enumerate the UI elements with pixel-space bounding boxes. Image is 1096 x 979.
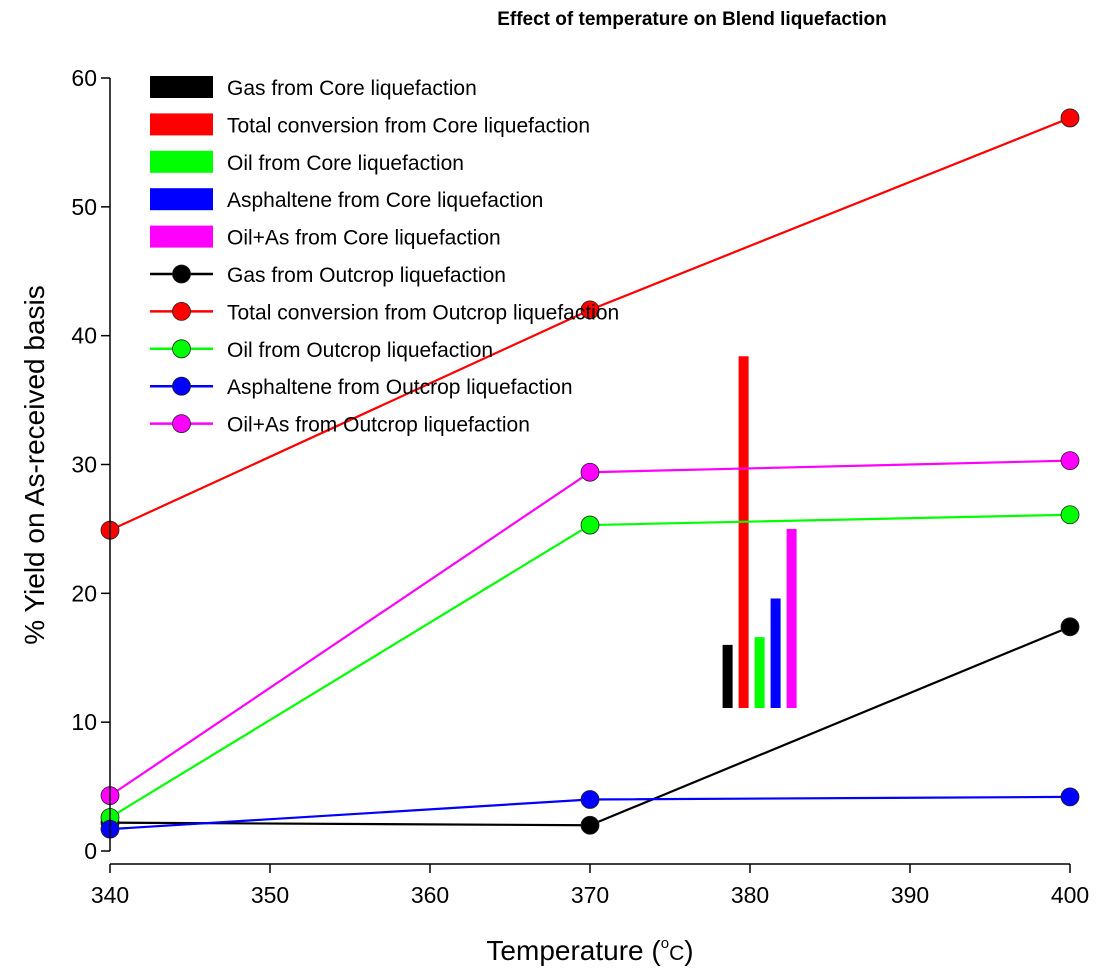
point-oil-as-from-outcrop-liquefaction: [580, 462, 600, 482]
point-oil-from-outcrop-liquefaction: [1060, 505, 1080, 525]
legend-label: Asphaltene from Core liquefaction: [227, 189, 543, 212]
legend-swatch-oil-from-core-liquefaction: [150, 150, 213, 173]
legend-marker-oil-as-from-outcrop-liquefaction: [172, 414, 191, 434]
legend-label: Oil+As from Outcrop liquefaction: [227, 414, 530, 437]
x-axis-title-unit: C: [669, 942, 684, 965]
legend-label: Oil from Core liquefaction: [227, 152, 464, 175]
legend-label: Asphaltene from Outcrop liquefaction: [227, 376, 573, 399]
x-axis-title-main: Temperature (: [486, 935, 661, 966]
bar-gas-from-core-liquefaction: [722, 644, 733, 708]
x-tick-label: 360: [411, 882, 449, 908]
legend-marker-asphaltene-from-outcrop-liquefaction: [172, 376, 191, 396]
y-tick-label: 50: [71, 194, 97, 220]
x-axis-title-close: ): [684, 935, 693, 966]
y-tick-label: 10: [71, 709, 97, 735]
x-tick-label: 380: [731, 882, 769, 908]
bar-series-group: [722, 356, 797, 708]
point-asphaltene-from-outcrop-liquefaction: [580, 790, 600, 809]
point-gas-from-outcrop-liquefaction: [1060, 617, 1080, 637]
legend: Gas from Core liquefaction Total conversi…: [150, 76, 619, 437]
chart-title: Effect of temperature on Blend liquefact…: [497, 9, 887, 30]
bar-total-conversion-from-core-liquefaction: [738, 356, 749, 708]
legend-label: Oil from Outcrop liquefaction: [227, 339, 493, 362]
legend-label: Total conversion from Outcrop liquefacti…: [227, 301, 619, 324]
legend-label: Total conversion from Core liquefaction: [227, 114, 590, 137]
legend-swatch-asphaltene-from-core-liquefaction: [150, 188, 213, 211]
y-axis-title: % Yield on As-received basis: [19, 285, 50, 645]
line-oil-as-from-outcrop-liquefaction: [109, 459, 1071, 797]
legend-marker-gas-from-outcrop-liquefaction: [172, 264, 191, 284]
point-total-conversion-from-outcrop-liquefaction: [1060, 108, 1080, 128]
legend-marker-total-conversion-from-outcrop-liquefaction: [172, 301, 191, 321]
x-axis: 340 350 360 370 380 390 400: [91, 863, 1089, 908]
x-axis-title-degree: o: [661, 935, 669, 952]
y-tick-label: 40: [71, 323, 97, 349]
x-axis-title: Temperature (oC): [486, 935, 693, 966]
legend-label: Oil+As from Core liquefaction: [227, 227, 501, 250]
legend-marker-oil-from-outcrop-liquefaction: [172, 339, 191, 359]
y-tick-label: 0: [84, 838, 97, 864]
point-asphaltene-from-outcrop-liquefaction: [1060, 787, 1080, 807]
y-axis: 0 10 20 30 40 50 60: [71, 65, 111, 864]
x-tick-label: 350: [251, 882, 289, 908]
bar-oil-as-from-core-liquefaction: [786, 528, 797, 708]
legend-swatch-oil-as-from-core-liquefaction: [150, 225, 213, 248]
point-gas-from-outcrop-liquefaction: [580, 815, 600, 835]
point-oil-as-from-outcrop-liquefaction: [1060, 451, 1080, 471]
x-tick-label: 400: [1051, 882, 1089, 908]
legend-label: Gas from Outcrop liquefaction: [227, 264, 506, 287]
x-tick-label: 340: [91, 882, 129, 908]
y-tick-label: 60: [71, 65, 97, 91]
bar-asphaltene-from-core-liquefaction: [770, 598, 781, 708]
point-oil-from-outcrop-liquefaction: [580, 515, 600, 535]
legend-swatch-gas-from-core-liquefaction: [150, 76, 213, 98]
y-tick-label: 30: [71, 452, 97, 478]
line-series-group: [100, 108, 1080, 839]
legend-swatch-total-conversion-from-core-liquefaction: [150, 113, 213, 136]
x-tick-label: 390: [891, 882, 929, 908]
legend-label: Gas from Core liquefaction: [227, 77, 477, 100]
x-tick-label: 370: [571, 882, 609, 908]
point-total-conversion-from-outcrop-liquefaction: [580, 300, 600, 320]
line-oil-from-outcrop-liquefaction: [109, 513, 1071, 819]
y-tick-label: 20: [71, 580, 97, 606]
bar-oil-from-core-liquefaction: [754, 637, 765, 708]
